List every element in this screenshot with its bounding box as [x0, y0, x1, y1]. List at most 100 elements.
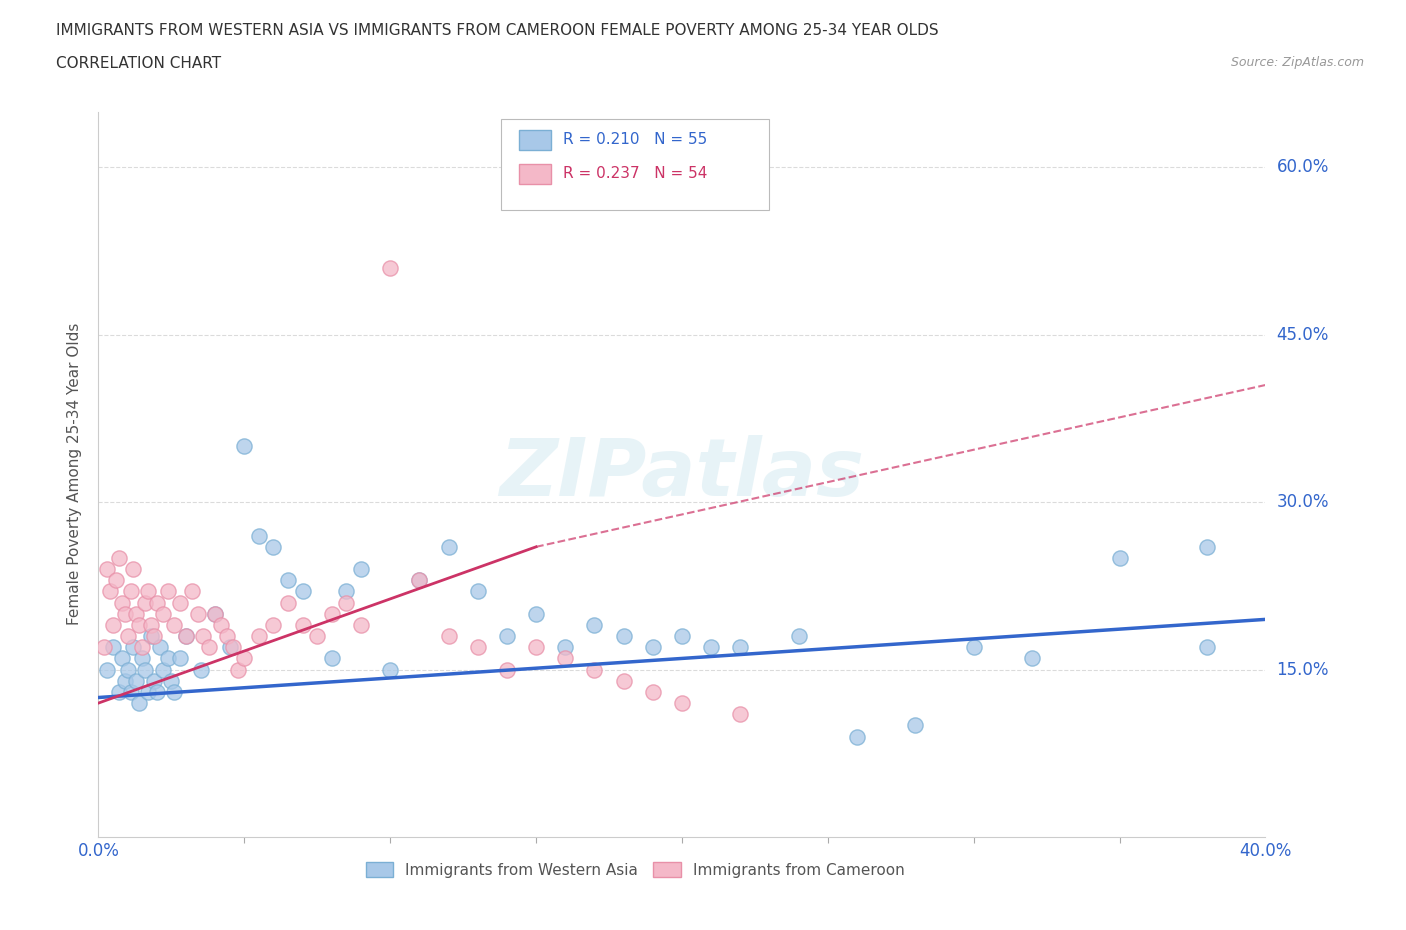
- Text: CORRELATION CHART: CORRELATION CHART: [56, 56, 221, 71]
- Point: [307, 629, 329, 644]
- Point: [114, 606, 136, 621]
- Point: [104, 573, 127, 588]
- Point: [962, 640, 984, 655]
- Point: [554, 651, 576, 666]
- Text: 45.0%: 45.0%: [1277, 326, 1329, 344]
- Legend: Immigrants from Western Asia, Immigrants from Cameroon: Immigrants from Western Asia, Immigrants…: [360, 856, 911, 884]
- Point: [169, 651, 191, 666]
- Point: [291, 584, 314, 599]
- Point: [146, 595, 169, 610]
- Point: [160, 673, 183, 688]
- Point: [96, 562, 118, 577]
- Point: [125, 673, 148, 688]
- Point: [218, 640, 240, 655]
- Text: Source: ZipAtlas.com: Source: ZipAtlas.com: [1230, 56, 1364, 69]
- Point: [128, 618, 150, 632]
- Point: [247, 629, 270, 644]
- Point: [221, 640, 243, 655]
- Point: [125, 606, 148, 621]
- Point: [152, 606, 174, 621]
- Point: [277, 573, 299, 588]
- Point: [128, 696, 150, 711]
- Text: R = 0.237   N = 54: R = 0.237 N = 54: [562, 166, 707, 181]
- Point: [321, 606, 343, 621]
- Point: [408, 573, 430, 588]
- Point: [496, 629, 519, 644]
- Point: [101, 618, 124, 632]
- Point: [139, 629, 162, 644]
- Y-axis label: Female Poverty Among 25-34 Year Olds: Female Poverty Among 25-34 Year Olds: [67, 323, 83, 626]
- Point: [247, 528, 270, 543]
- Point: [350, 618, 373, 632]
- Point: [117, 629, 139, 644]
- Point: [193, 629, 215, 644]
- Point: [142, 673, 165, 688]
- Point: [134, 595, 156, 610]
- Point: [467, 640, 489, 655]
- Point: [671, 629, 693, 644]
- FancyBboxPatch shape: [519, 130, 551, 150]
- Point: [641, 640, 664, 655]
- Point: [730, 640, 752, 655]
- Text: 30.0%: 30.0%: [1277, 493, 1329, 512]
- Point: [136, 584, 159, 599]
- Point: [122, 562, 145, 577]
- Point: [1195, 539, 1218, 554]
- Point: [174, 629, 197, 644]
- Point: [641, 684, 664, 699]
- Point: [335, 584, 357, 599]
- Point: [262, 618, 284, 632]
- Point: [583, 662, 606, 677]
- Point: [233, 651, 256, 666]
- Point: [136, 684, 159, 699]
- Point: [93, 640, 115, 655]
- Point: [700, 640, 723, 655]
- Point: [108, 684, 131, 699]
- Point: [120, 584, 142, 599]
- Point: [671, 696, 693, 711]
- Point: [198, 640, 221, 655]
- Point: [335, 595, 357, 610]
- Point: [157, 584, 180, 599]
- Point: [204, 606, 226, 621]
- Point: [122, 640, 145, 655]
- Point: [169, 595, 191, 610]
- Point: [120, 684, 142, 699]
- Point: [730, 707, 752, 722]
- Point: [904, 718, 927, 733]
- Point: [321, 651, 343, 666]
- Point: [134, 662, 156, 677]
- Point: [467, 584, 489, 599]
- FancyBboxPatch shape: [501, 119, 769, 209]
- Point: [612, 629, 634, 644]
- Point: [277, 595, 299, 610]
- Point: [174, 629, 197, 644]
- Point: [228, 662, 250, 677]
- Point: [163, 618, 186, 632]
- Point: [98, 584, 121, 599]
- Point: [131, 640, 153, 655]
- Point: [787, 629, 810, 644]
- Point: [131, 651, 153, 666]
- Point: [1108, 551, 1130, 565]
- Point: [96, 662, 118, 677]
- Point: [350, 562, 373, 577]
- Point: [437, 539, 460, 554]
- Point: [524, 640, 547, 655]
- Point: [152, 662, 174, 677]
- Text: 15.0%: 15.0%: [1277, 660, 1329, 679]
- Text: IMMIGRANTS FROM WESTERN ASIA VS IMMIGRANTS FROM CAMEROON FEMALE POVERTY AMONG 25: IMMIGRANTS FROM WESTERN ASIA VS IMMIGRAN…: [56, 23, 939, 38]
- Point: [233, 439, 256, 454]
- Point: [139, 618, 162, 632]
- Point: [380, 662, 402, 677]
- Point: [437, 629, 460, 644]
- Point: [142, 629, 165, 644]
- Point: [215, 629, 238, 644]
- Point: [380, 260, 402, 275]
- Point: [846, 729, 869, 744]
- Text: R = 0.210   N = 55: R = 0.210 N = 55: [562, 132, 707, 147]
- Point: [111, 595, 134, 610]
- Text: ZIPatlas: ZIPatlas: [499, 435, 865, 513]
- Point: [583, 618, 606, 632]
- Point: [1021, 651, 1043, 666]
